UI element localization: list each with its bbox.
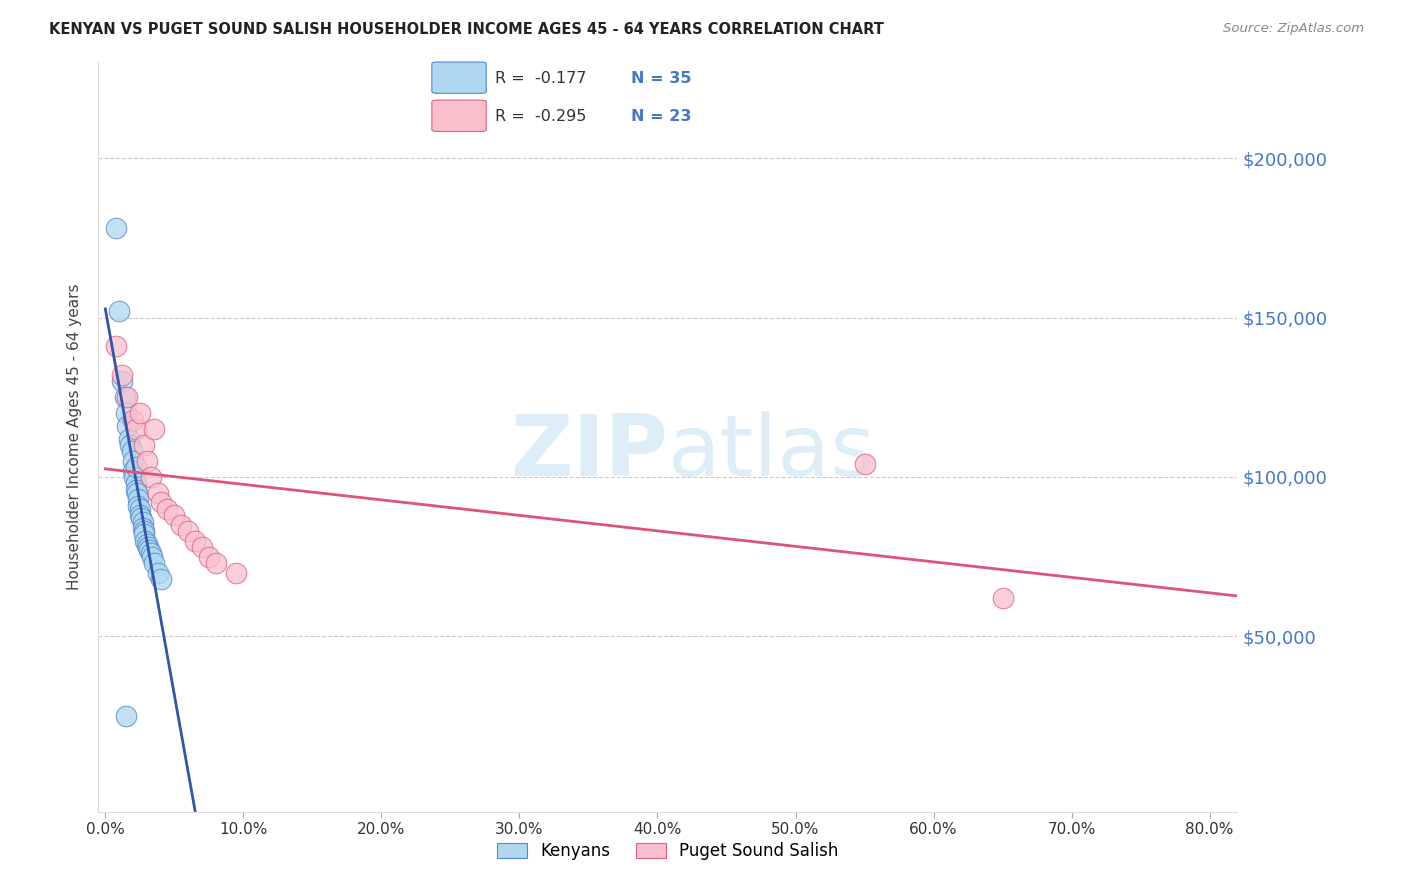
Point xyxy=(117,418,139,433)
Point xyxy=(146,566,169,580)
Point xyxy=(132,438,155,452)
Point xyxy=(142,556,165,570)
Point xyxy=(108,304,131,318)
Text: atlas: atlas xyxy=(668,410,876,493)
Point xyxy=(204,556,226,570)
Point xyxy=(114,390,136,404)
Point xyxy=(134,533,156,548)
Point xyxy=(105,221,128,235)
Point xyxy=(853,457,876,471)
Y-axis label: Householder Income Ages 45 - 64 years: Householder Income Ages 45 - 64 years xyxy=(67,284,83,591)
Point xyxy=(141,549,163,564)
Point xyxy=(125,476,148,491)
Point xyxy=(170,517,193,532)
Point xyxy=(991,591,1014,606)
Point xyxy=(127,492,149,507)
Point xyxy=(225,566,247,580)
Point xyxy=(131,521,153,535)
Point xyxy=(131,515,153,529)
Legend: Kenyans, Puget Sound Salish: Kenyans, Puget Sound Salish xyxy=(491,836,845,867)
Point xyxy=(115,709,138,723)
Point xyxy=(122,464,145,478)
Point xyxy=(118,432,141,446)
Text: KENYAN VS PUGET SOUND SALISH HOUSEHOLDER INCOME AGES 45 - 64 YEARS CORRELATION C: KENYAN VS PUGET SOUND SALISH HOUSEHOLDER… xyxy=(49,22,884,37)
Point xyxy=(184,533,207,548)
Point xyxy=(125,422,148,436)
Text: N = 23: N = 23 xyxy=(631,109,692,124)
Point xyxy=(132,527,155,541)
Point xyxy=(138,543,160,558)
Point xyxy=(122,412,145,426)
FancyBboxPatch shape xyxy=(432,62,486,94)
Point xyxy=(111,374,134,388)
Point xyxy=(117,390,139,404)
Point xyxy=(128,501,150,516)
Text: ZIP: ZIP xyxy=(510,410,668,493)
Point xyxy=(115,406,138,420)
Point xyxy=(149,495,172,509)
Point xyxy=(120,438,142,452)
Point xyxy=(149,572,172,586)
Point xyxy=(139,470,162,484)
Point xyxy=(146,486,169,500)
Point xyxy=(135,454,157,468)
Point xyxy=(142,422,165,436)
Text: R =  -0.295: R = -0.295 xyxy=(495,109,586,124)
Point xyxy=(198,549,221,564)
Point xyxy=(125,483,148,497)
Point xyxy=(191,540,214,554)
Point xyxy=(125,460,148,475)
FancyBboxPatch shape xyxy=(432,100,486,131)
Point xyxy=(122,454,145,468)
Point xyxy=(135,537,157,551)
Point xyxy=(125,486,148,500)
Text: N = 35: N = 35 xyxy=(631,70,692,86)
Point xyxy=(127,499,149,513)
Point xyxy=(128,406,150,420)
Point xyxy=(129,511,152,525)
Point xyxy=(177,524,200,538)
Point xyxy=(132,524,155,538)
Point xyxy=(156,501,179,516)
Point xyxy=(163,508,186,523)
Point xyxy=(136,540,159,554)
Point xyxy=(128,508,150,523)
Point xyxy=(111,368,134,382)
Point xyxy=(105,339,128,353)
Point xyxy=(124,470,146,484)
Point xyxy=(121,444,143,458)
Text: R =  -0.177: R = -0.177 xyxy=(495,70,586,86)
Text: Source: ZipAtlas.com: Source: ZipAtlas.com xyxy=(1223,22,1364,36)
Point xyxy=(139,546,162,560)
